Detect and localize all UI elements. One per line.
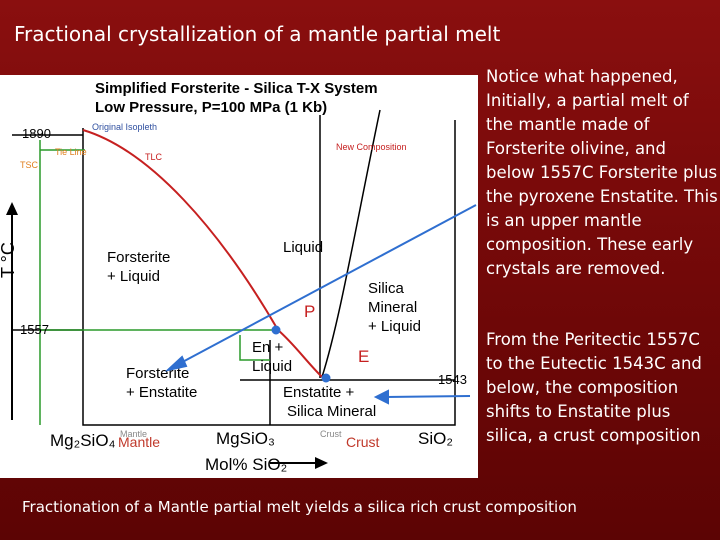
x-arrowhead [315,457,328,469]
label-tie-line: Tie Line [55,147,87,157]
arrow-mantle [174,204,477,367]
eutectic-dot [321,373,331,383]
diagram-subtitle: Low Pressure, P=100 MPa (1 Kb) [95,99,327,116]
axes [82,120,456,426]
label-original-isopleth: Original Isopleth [92,122,157,132]
label-en-si-1: Enstatite + [283,384,355,401]
label-1890: 1890 [22,126,51,141]
arrowhead-crust [373,389,389,405]
footer: Fractionation of a Mantle partial melt y… [22,498,577,516]
y-axis-label: T °C [0,242,18,278]
label-1543: 1543 [438,372,467,387]
arrowhead-mantle [164,355,188,372]
silica-liquidus [321,109,381,378]
label-tsc: TSC [20,160,39,170]
note: From the Peritectic 1557C to the Eutecti… [486,330,702,445]
label-1557: 1557 [20,322,49,337]
label-fo-en-2: + Enstatite [126,384,197,401]
label-mantle: Mantle [118,434,160,450]
green-path [239,335,270,361]
label-en-si-2: Silica Mineral [287,403,376,420]
label-liquid: Liquid [283,239,323,256]
label-new-composition: New Composition [336,142,407,152]
label-fo-liq-1: Forsterite [107,249,170,266]
x-axis-label: Mol% SiO₂ [205,455,287,474]
liquidus [82,129,323,378]
label-crust: Crust [346,434,380,450]
label-forsterite: Mg₂SiO₄ [50,431,116,450]
label-en-liq-1: En + [252,339,284,356]
label-fo-liq-2: + Liquid [107,268,160,285]
label-tlc: TLC [145,152,163,162]
label-si-liq-3: + Liquid [368,318,421,335]
label-e: E [358,347,369,366]
diagram-bg [0,75,478,478]
peritectic-dot [271,325,281,335]
label-mantle-small: Mantle [120,429,147,439]
label-si-liq-2: Mineral [368,299,417,316]
label-crust-small: Crust [320,429,342,439]
label-p: P [304,302,315,321]
note: Notice what happened, Initially, a parti… [486,67,718,278]
label-silica: SiO₂ [418,429,453,448]
arrow-crust [384,395,471,398]
y-arrowhead [6,202,18,215]
diagram-title: Simplified Forsterite - Silica T-X Syste… [95,80,378,97]
label-enstatite: MgSiO₃ [216,429,275,448]
label-en-liq-2: Liquid [252,358,292,375]
label-si-liq-1: Silica [368,280,405,297]
slide-title: Fractional crystallization of a mantle p… [14,22,501,46]
